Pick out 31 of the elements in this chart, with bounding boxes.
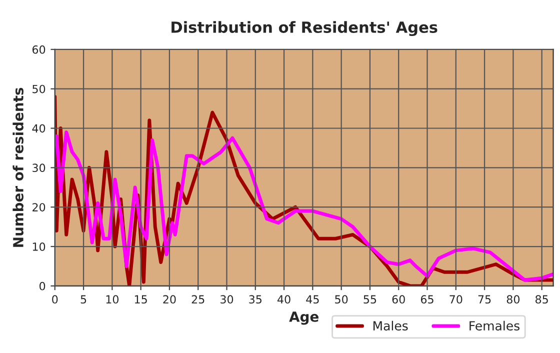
x-tick-label: 35 bbox=[249, 295, 262, 304]
x-tick-label: 15 bbox=[134, 295, 147, 304]
line-series bbox=[54, 130, 554, 282]
x-tick-label: 70 bbox=[450, 295, 462, 304]
x-tick-label: 30 bbox=[220, 295, 234, 304]
x-tick-label: 65 bbox=[420, 295, 434, 304]
legend-label: Females bbox=[470, 320, 520, 331]
y-tick-label: 40 bbox=[32, 124, 46, 133]
y-tick-label: 30 bbox=[32, 164, 46, 172]
y-tick-label: 0 bbox=[40, 282, 46, 290]
x-tick-label: 85 bbox=[536, 295, 548, 304]
x-tick-label: 60 bbox=[392, 295, 405, 304]
x-tick-label: 10 bbox=[106, 295, 118, 304]
x-tick-label: 75 bbox=[478, 295, 491, 304]
y-tick-label: 10 bbox=[32, 242, 46, 251]
y-tick-label: 60 bbox=[32, 45, 46, 54]
x-tick-label: 50 bbox=[335, 295, 348, 304]
x-tick-label: 25 bbox=[192, 295, 204, 304]
x-tick-label: 80 bbox=[506, 295, 520, 304]
x-tick-label: 55 bbox=[364, 295, 376, 304]
x-tick-label: 40 bbox=[278, 295, 290, 304]
y-tick-label: 20 bbox=[32, 203, 46, 212]
x-tick-label: 0 bbox=[52, 295, 58, 304]
y-axis-title: Number of residents bbox=[12, 88, 24, 247]
x-tick-label: 20 bbox=[163, 295, 176, 304]
chart-title: Distribution of Residents' Ages bbox=[172, 21, 438, 36]
x-tick-label: 5 bbox=[80, 295, 86, 304]
legend-label: Males bbox=[373, 320, 408, 331]
y-tick-label: 50 bbox=[32, 84, 46, 94]
x-axis-title: Age bbox=[289, 312, 318, 325]
x-tick-label: 45 bbox=[306, 295, 319, 304]
